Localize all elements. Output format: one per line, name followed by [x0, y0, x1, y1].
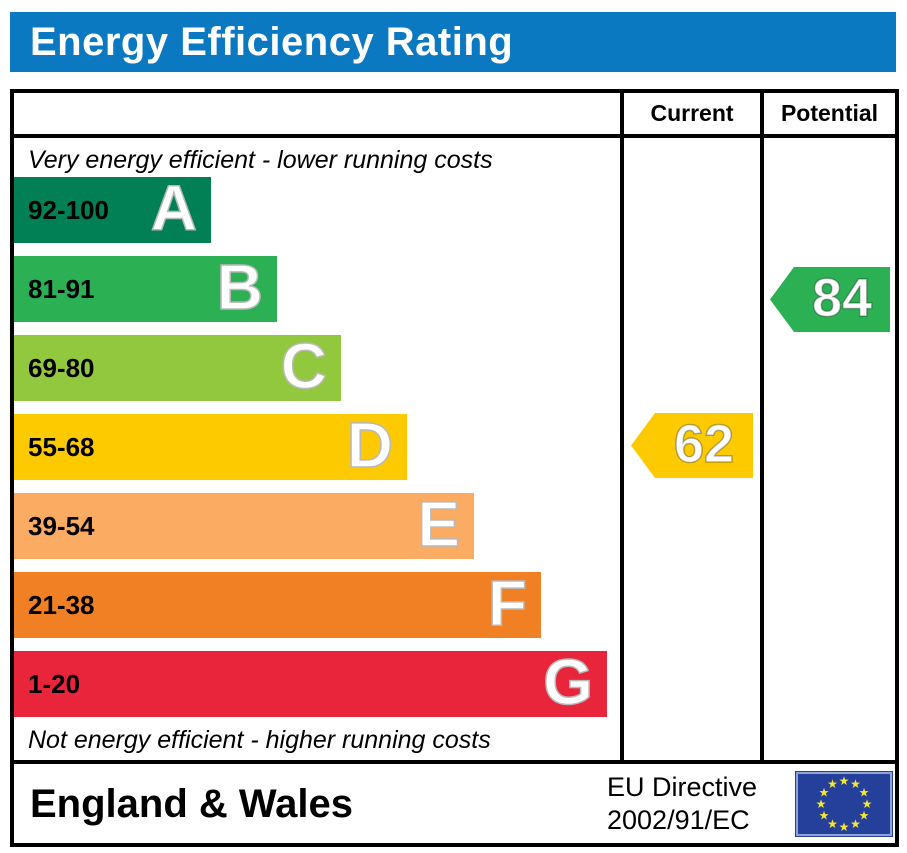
band-row-b: 81-91 B	[14, 251, 277, 323]
band-row-d: 55-68 D	[14, 409, 407, 481]
svg-text:★: ★	[819, 786, 830, 800]
band-row-g: 1-20 G	[14, 646, 607, 718]
band-range-label: 81-91	[28, 273, 95, 304]
region-label: England & Wales	[30, 782, 354, 826]
svg-text:★: ★	[839, 820, 850, 834]
svg-text:★: ★	[819, 809, 830, 823]
band-letter: E	[417, 488, 461, 560]
band-row-f: 21-38 F	[14, 567, 541, 639]
column-divider-main-current	[620, 89, 624, 764]
band-range-label: 1-20	[28, 668, 81, 699]
potential-rating-arrow: 84	[770, 267, 890, 332]
svg-text:★: ★	[827, 817, 838, 831]
column-divider-current-potential	[760, 89, 764, 764]
svg-text:★: ★	[850, 777, 861, 791]
band-letter: A	[150, 172, 198, 244]
band-letter: D	[346, 409, 394, 481]
caption-very-efficient: Very energy efficient - lower running co…	[28, 146, 493, 174]
current-column-header: Current	[650, 100, 734, 126]
eu-directive-line2: 2002/91/EC	[607, 805, 750, 835]
svg-text:★: ★	[850, 817, 861, 831]
band-row-e: 39-54 E	[14, 488, 474, 560]
band-range-label: 21-38	[28, 589, 95, 620]
band-letter: G	[542, 646, 593, 718]
rating-table-border	[10, 89, 899, 847]
svg-text:★: ★	[859, 809, 870, 823]
band-range-label: 92-100	[28, 194, 109, 225]
band-letter: F	[487, 567, 528, 639]
potential-column-header: Potential	[780, 100, 879, 126]
eu-flag-icon: ★ ★ ★ ★ ★ ★ ★ ★ ★ ★ ★ ★	[795, 771, 893, 837]
current-rating-arrow: 62	[631, 413, 753, 478]
band-row-a: 92-100 A	[14, 172, 211, 244]
chart-title-bar: Energy Efficiency Rating	[10, 12, 896, 72]
band-letter: B	[216, 251, 264, 323]
footer-row-divider	[10, 760, 899, 764]
band-range-label: 69-80	[28, 352, 95, 383]
band-row-c: 69-80 C	[14, 330, 341, 402]
eu-directive-line1: EU Directive	[607, 772, 758, 802]
svg-text:★: ★	[839, 774, 850, 788]
svg-text:★: ★	[859, 786, 870, 800]
band-range-label: 55-68	[28, 431, 95, 462]
svg-text:★: ★	[862, 797, 873, 811]
eu-directive-label: EU Directive 2002/91/EC	[607, 771, 757, 837]
band-range-label: 39-54	[28, 510, 95, 541]
potential-rating-value: 84	[811, 267, 873, 328]
band-letter: C	[280, 330, 328, 402]
svg-text:★: ★	[827, 777, 838, 791]
header-row-divider	[10, 134, 899, 138]
caption-not-efficient: Not energy efficient - higher running co…	[28, 726, 491, 754]
svg-text:★: ★	[816, 797, 827, 811]
current-rating-value: 62	[673, 413, 735, 474]
page-title: Energy Efficiency Rating	[30, 19, 514, 64]
